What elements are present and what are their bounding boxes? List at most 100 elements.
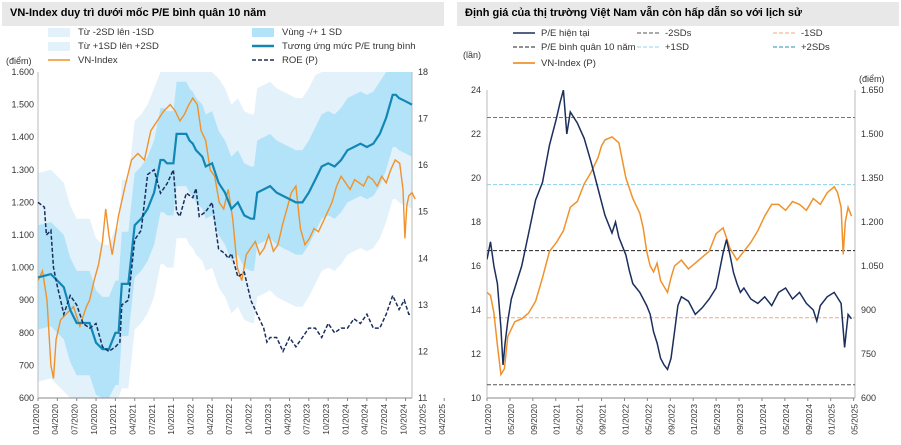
legend-label-1sd: -1SD: [801, 28, 823, 39]
y-tick-label: 700: [19, 360, 34, 370]
x-tick-label: 01/2023: [263, 404, 273, 435]
y2-tick-label: 11: [418, 393, 427, 403]
y2-tick-label: 1.200: [861, 217, 884, 227]
x-tick-label: 05/2021: [575, 404, 585, 435]
x-tick-label: 01/2022: [186, 404, 196, 435]
x-tick-label: 01/2025: [827, 404, 837, 435]
x-tick-label: 07/2022: [224, 404, 234, 435]
x-tick-label: 04/2022: [205, 404, 215, 435]
x-tick-label: 01/2024: [758, 404, 768, 435]
vnindex-line: [487, 136, 853, 377]
y2-tick-label: 13: [418, 300, 428, 310]
y2-tick-label: 1.050: [861, 261, 884, 271]
roe-line: [37, 168, 412, 354]
legend-swatch-vung-1-sd: [252, 28, 274, 37]
y2-tick-label: 1.500: [861, 129, 884, 139]
y-tick-label: 16: [471, 261, 481, 271]
x-tick-label: 09/2023: [735, 404, 745, 435]
y2-tick-label: 600: [861, 393, 876, 403]
right-chart-panel: Định giá của thị trường Việt Nam vẫn còn…: [455, 0, 901, 445]
legend-label-1sd: +1SD: [665, 42, 689, 53]
x-tick-label: 01/2023: [689, 404, 699, 435]
x-tick-label: 10/2024: [398, 404, 408, 435]
y-tick-label: 14: [471, 305, 481, 315]
vnindex-line: [37, 96, 416, 379]
x-tick-label: 10/2023: [321, 404, 331, 435]
legend-label-p-e-hien-tai: P/E hiện tại: [541, 28, 590, 39]
band-plus-minus-1sd: [38, 72, 412, 398]
y2-tick-label: 15: [418, 207, 428, 217]
legend-swatch-tu-2sd-len-1sd: [48, 28, 70, 37]
y2-tick-label: 14: [418, 253, 428, 263]
x-tick-label: 01/2020: [483, 404, 493, 435]
legend-label-vung-1-sd: Vùng -/+ 1 SD: [282, 27, 342, 38]
legend-label-roe-p: ROE (P): [282, 55, 318, 66]
x-tick-label: 01/2021: [108, 404, 118, 435]
y2-tick-label: 750: [861, 349, 876, 359]
y-tick-label: 1.000: [11, 263, 34, 273]
x-tick-label: 09/2024: [804, 404, 814, 435]
right-chart-title-bar: Định giá của thị trường Việt Nam vẫn còn…: [457, 2, 899, 26]
y-tick-label: 1.300: [11, 165, 34, 175]
x-tick-label: 07/2023: [302, 404, 312, 435]
x-tick-label: 09/2020: [529, 404, 539, 435]
pe-current-line: [487, 90, 853, 371]
legend-label-tu-2sd-len-1sd: Từ -2SD lên -1SD: [78, 27, 154, 38]
x-tick-label: 07/2020: [69, 404, 79, 435]
x-tick-label: 05/2023: [712, 404, 722, 435]
left-chart-svg: 600 700 800 900 1.000 1.100 1.200 1.300 1.400 1.5…: [6, 27, 446, 435]
right-chart-title: Định giá của thị trường Việt Nam vẫn còn…: [465, 7, 802, 19]
y-tick-label: 10: [471, 393, 481, 403]
x-tick-label: 01/2025: [418, 404, 428, 435]
left-chart-title-bar: VN-Index duy trì dưới mốc P/E bình quân …: [2, 2, 444, 26]
x-tick-label: 04/2023: [282, 404, 292, 435]
y-tick-label: 12: [471, 349, 481, 359]
legend-label-p-e-binh-quan-10-nam: P/E bình quân 10 năm: [541, 42, 636, 53]
x-tick-label: 01/2022: [620, 404, 630, 435]
legend-label-2sds: +2SDs: [801, 42, 830, 53]
y2-tick-label: 1.650: [861, 85, 884, 95]
x-tick-label: 04/2025: [437, 404, 446, 435]
y-tick-label: 24: [471, 85, 481, 95]
y-tick-label: 18: [471, 217, 481, 227]
y2-axis-unit: (điểm): [859, 74, 885, 84]
x-tick-label: 05/2022: [643, 404, 653, 435]
y2-tick-label: 1.350: [861, 173, 884, 183]
y2-tick-label: 17: [418, 114, 428, 124]
legend-swatch-tu-1sd-len-2sd: [48, 42, 70, 51]
left-chart-title: VN-Index duy trì dưới mốc P/E bình quân …: [10, 7, 266, 19]
x-tick-label: 01/2020: [31, 404, 41, 435]
y2-tick-label: 12: [418, 346, 428, 356]
x-tick-label: 05/2025: [850, 404, 860, 435]
y-tick-label: 1.400: [11, 132, 34, 142]
x-tick-label: 10/2021: [166, 404, 176, 435]
y2-tick-label: 16: [418, 160, 428, 170]
legend-label-tuong-ung-muc-p-e-trung-binh: Tương ứng mức P/E trung bình: [282, 41, 416, 52]
y-tick-label: 900: [19, 295, 34, 305]
y-tick-label: 600: [19, 393, 34, 403]
legend-label-vn-index-p: VN-Index (P): [541, 58, 596, 69]
mean-pe-line: [37, 93, 413, 351]
y-tick-label: 22: [471, 129, 481, 139]
x-tick-label: 09/2021: [598, 404, 608, 435]
y-tick-label: 800: [19, 328, 34, 338]
x-tick-label: 04/2020: [50, 404, 60, 435]
legend-label-vn-index: VN-Index: [78, 55, 118, 66]
y-tick-label: 1.500: [11, 100, 34, 110]
x-tick-label: 10/2020: [89, 404, 99, 435]
x-tick-label: 07/2021: [147, 404, 157, 435]
x-tick-label: 07/2024: [379, 404, 389, 435]
y-axis-unit: (điểm): [6, 56, 32, 66]
y-tick-label: 1.600: [11, 67, 34, 77]
x-tick-label: 01/2021: [552, 404, 562, 435]
x-tick-label: 09/2022: [666, 404, 676, 435]
x-tick-label: 05/2020: [506, 404, 516, 435]
y-tick-label: 1.100: [11, 230, 34, 240]
x-tick-label: 05/2024: [781, 404, 791, 435]
x-tick-label: 04/2021: [128, 404, 138, 435]
x-tick-label: 01/2024: [340, 404, 350, 435]
legend-label-tu-1sd-len-2sd: Từ +1SD lên +2SD: [78, 41, 159, 52]
x-tick-label: 10/2022: [244, 404, 254, 435]
right-chart-svg: 10 12 14 16 18 20 22 24 600 750 900 1.050 1.200 1.350…: [463, 28, 885, 435]
y2-tick-label: 18: [418, 67, 428, 77]
